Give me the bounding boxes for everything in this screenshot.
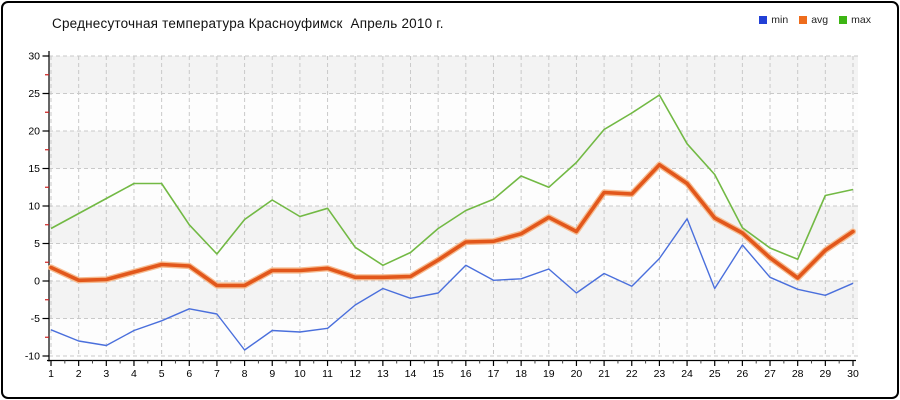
- x-axis-tick-label: 2: [76, 368, 82, 380]
- x-axis-tick-label: 12: [349, 368, 361, 380]
- max-series-line: [50, 94, 854, 267]
- x-axis-tick-label: 9: [269, 368, 275, 380]
- chart-title: Среднесуточная температура Красноуфимск …: [52, 16, 444, 31]
- x-axis-tick-label: 20: [571, 368, 583, 380]
- x-axis-tick-label: 19: [543, 368, 555, 380]
- plot-band: [49, 56, 858, 94]
- avg-series-swatch: [799, 16, 808, 24]
- y-axis-tick-label: 25: [28, 88, 40, 100]
- x-axis-tick-label: 29: [820, 368, 832, 380]
- avg-series-line: [49, 163, 855, 288]
- y-axis-tick-label: 10: [28, 201, 40, 213]
- legend: min avg max: [759, 14, 871, 26]
- max-series-swatch: [839, 16, 848, 24]
- y-axis-tick-label: 20: [28, 126, 40, 138]
- x-axis-tick-label: 5: [159, 368, 165, 380]
- x-axis-tick-label: 7: [214, 368, 220, 380]
- x-axis-tick-label: 23: [654, 368, 666, 380]
- x-axis-tick-label: 27: [764, 368, 776, 380]
- x-axis-tick-label: 15: [432, 368, 444, 380]
- x-axis-tick-label: 10: [294, 368, 306, 380]
- x-axis-tick-label: 28: [792, 368, 804, 380]
- legend-label-min: min: [771, 14, 789, 26]
- y-axis-tick-label: 5: [34, 238, 40, 250]
- x-axis-tick-label: 14: [405, 368, 417, 380]
- x-axis-tick-label: 13: [377, 368, 389, 380]
- y-axis-tick-label: 15: [28, 163, 40, 175]
- min-series-line: [50, 218, 854, 351]
- y-axis-tick-label: 0: [34, 276, 40, 288]
- x-axis-tick-label: 25: [709, 368, 721, 380]
- y-axis-tick-label: -5: [31, 313, 40, 325]
- x-axis-tick-label: 3: [103, 368, 109, 380]
- plot-band: [49, 318, 858, 356]
- plot-band: [49, 281, 858, 319]
- x-axis-tick-label: 1: [48, 368, 54, 380]
- plot-band: [49, 93, 858, 131]
- legend-item-max: max: [839, 14, 871, 26]
- x-axis-tick-label: 4: [131, 368, 137, 380]
- legend-label-max: max: [851, 14, 871, 26]
- min-series-swatch: [759, 16, 768, 24]
- x-axis-tick-label: 6: [186, 368, 192, 380]
- x-axis-tick-label: 16: [460, 368, 472, 380]
- plot-band: [49, 168, 858, 206]
- legend-item-avg: avg: [799, 14, 828, 26]
- plot-band: [49, 131, 858, 169]
- legend-item-min: min: [759, 14, 788, 26]
- x-axis-tick-label: 21: [598, 368, 610, 380]
- x-axis-tick-label: 17: [488, 368, 500, 380]
- x-axis-tick-label: 18: [515, 368, 527, 380]
- x-axis-tick-label: 30: [847, 368, 859, 380]
- x-axis-tick-label: 8: [242, 368, 248, 380]
- x-axis-tick-label: 24: [681, 368, 693, 380]
- x-axis-tick-label: 26: [737, 368, 749, 380]
- y-axis-tick-label: -10: [25, 351, 40, 363]
- x-axis-tick-label: 22: [626, 368, 638, 380]
- plot-band: [49, 206, 858, 244]
- y-axis-tick-label: 30: [28, 51, 40, 63]
- legend-label-avg: avg: [811, 14, 829, 26]
- x-axis-tick-label: 11: [322, 368, 333, 380]
